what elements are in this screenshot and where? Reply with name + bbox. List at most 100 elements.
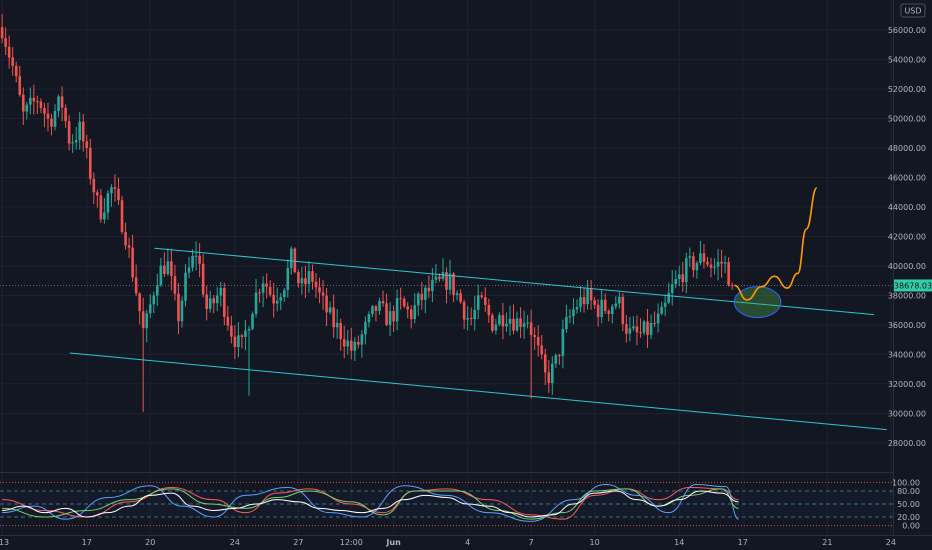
candle-body (589, 288, 593, 301)
candle-body (491, 315, 494, 331)
candle-body (205, 294, 208, 309)
candle-body (233, 336, 237, 348)
candle-body (378, 301, 381, 311)
candle-body (304, 278, 307, 285)
candle-body (4, 38, 7, 47)
candle-body (702, 253, 706, 262)
candle-body (646, 321, 649, 335)
candle-body (505, 323, 508, 327)
oscillator-series-line (2, 490, 739, 518)
candle-body (448, 273, 452, 290)
candle-body (321, 292, 325, 296)
candle-body (293, 248, 297, 273)
price-tick-label: 44000.00 (888, 203, 926, 212)
time-tick-label: Jun (385, 538, 401, 547)
candle-body (427, 287, 431, 292)
time-tick-label: 4 (465, 538, 470, 547)
candle-body (649, 322, 653, 335)
candle-body (579, 297, 582, 308)
candle-body (360, 334, 364, 345)
candle-body (339, 322, 342, 340)
candle-body (618, 296, 621, 304)
candle-body (621, 296, 625, 325)
candle-body (145, 313, 149, 329)
candle-body (81, 121, 85, 142)
candle-body (688, 256, 692, 258)
candle-body (148, 304, 152, 314)
candle-body (445, 272, 448, 290)
candle-body (159, 265, 163, 286)
candle-body (155, 285, 159, 296)
candle-body (353, 341, 357, 351)
time-tick-label: 24 (886, 538, 896, 547)
candle-body (459, 293, 462, 302)
candle-body (11, 57, 14, 67)
candle-body (392, 311, 395, 322)
candle-body (215, 295, 219, 304)
candle-body (462, 301, 466, 320)
candle-body (127, 245, 131, 248)
candle-body (498, 315, 501, 325)
candle-body (92, 178, 96, 193)
time-tick-label: 17 (82, 538, 92, 547)
candle-body (635, 326, 639, 333)
candle-body (311, 271, 314, 282)
candle-body (300, 278, 304, 284)
trendline-drawings[interactable] (69, 187, 887, 431)
time-axis[interactable]: 13 17 20 24 27 12:00 Jun 4 7 10 14 17 21 24 (0, 538, 896, 547)
candle-body (632, 326, 635, 329)
last-price-label: 38678.03 (894, 281, 932, 290)
price-tick-label: 52000.00 (888, 85, 926, 94)
candle-body (230, 325, 233, 337)
candle-body (424, 287, 427, 300)
time-tick-label: 21 (822, 538, 832, 547)
oscillator-series-line (2, 488, 739, 520)
oscillator-series-line (2, 483, 739, 522)
candle-body (420, 293, 424, 300)
candle-body (381, 301, 385, 304)
price-axis[interactable]: 28000.00 30000.00 32000.00 34000.00 36000.00… (888, 26, 926, 531)
candle-body (512, 318, 515, 331)
candle-body (254, 292, 258, 314)
candle-body (29, 97, 32, 105)
candle-body (695, 262, 699, 271)
candle-body (628, 328, 632, 334)
candle-body (653, 322, 656, 324)
candle-body (152, 295, 156, 305)
currency-label-box[interactable]: USD (900, 3, 926, 18)
candle-body (681, 274, 685, 283)
candle-body (508, 318, 512, 324)
candle-body (716, 261, 720, 267)
candle-body (71, 142, 74, 144)
candle-body (625, 324, 628, 334)
candle-body (138, 293, 141, 312)
candle-body (441, 272, 445, 279)
candle-body (346, 340, 350, 347)
candle-body (99, 195, 103, 220)
candle-body (96, 192, 99, 196)
candle-body (473, 309, 477, 320)
candle-body (399, 298, 402, 300)
candle-body (374, 306, 378, 311)
candle-body (117, 188, 120, 201)
candle-body (551, 363, 554, 384)
candle-body (603, 299, 607, 311)
candle-body (279, 297, 283, 301)
candle-body (667, 293, 670, 303)
candle-body (416, 293, 420, 306)
candle-body (558, 355, 561, 357)
candle-body (371, 306, 374, 315)
candle-body (536, 337, 540, 346)
candle-body (487, 304, 491, 316)
candle-body (180, 300, 184, 322)
candle-body (367, 314, 371, 323)
candle-body (290, 248, 293, 268)
time-tick-label: 14 (674, 538, 684, 547)
price-tick-label: 50000.00 (888, 115, 926, 124)
candle-body (282, 290, 286, 298)
candle-body (328, 307, 332, 313)
candle-body (540, 345, 544, 355)
candle-body (582, 297, 586, 305)
